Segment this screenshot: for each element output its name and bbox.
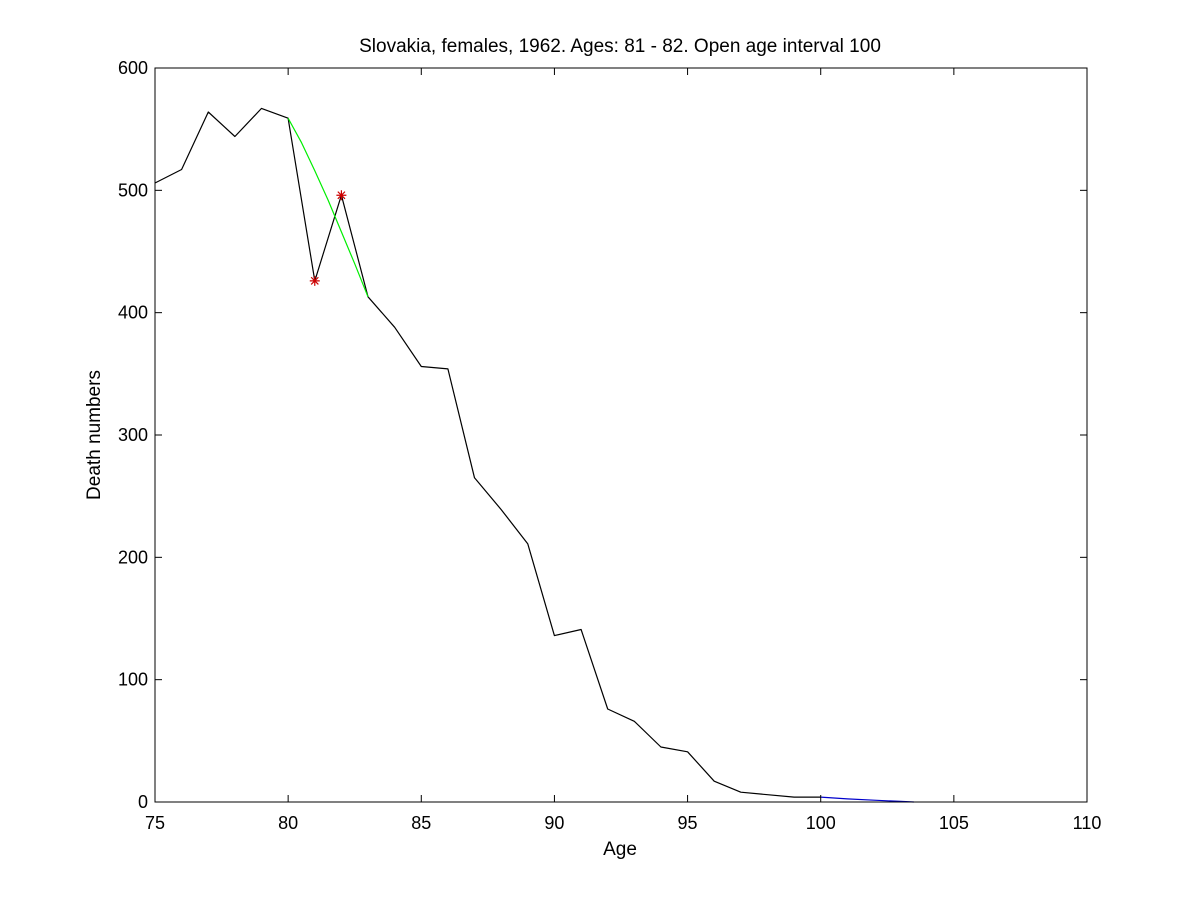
series-line-1 — [287, 117, 369, 298]
x-axis-label: Age — [603, 839, 637, 860]
y-axis-label: Death numbers — [84, 370, 105, 500]
y-tick-label: 100 — [118, 670, 148, 690]
y-tick-label: 200 — [118, 547, 148, 567]
x-tick-label: 90 — [544, 813, 564, 833]
x-tick-label: 75 — [145, 813, 165, 833]
y-tick-label: 500 — [118, 180, 148, 200]
chart-title: Slovakia, females, 1962. Ages: 81 - 82. … — [359, 36, 881, 57]
tick-layer: 75 80 85 90 95 100 105 110 0 100 200 300 400 500 600 — [118, 58, 1101, 833]
x-tick-label: 80 — [278, 813, 298, 833]
asterisk-marker — [309, 275, 320, 286]
x-tick-label: 85 — [411, 813, 431, 833]
y-tick-label: 0 — [138, 792, 148, 812]
series-line-0 — [154, 107, 821, 798]
x-tick-label: 100 — [806, 813, 836, 833]
asterisk-marker — [336, 190, 347, 201]
x-tick-label: 110 — [1073, 813, 1102, 833]
x-tick-label: 105 — [939, 813, 969, 833]
y-tick-label: 600 — [118, 58, 148, 78]
y-tick-label: 400 — [118, 303, 148, 323]
plot-area — [155, 68, 1087, 802]
x-tick-label: 95 — [678, 813, 698, 833]
y-tick-label: 300 — [118, 425, 148, 445]
